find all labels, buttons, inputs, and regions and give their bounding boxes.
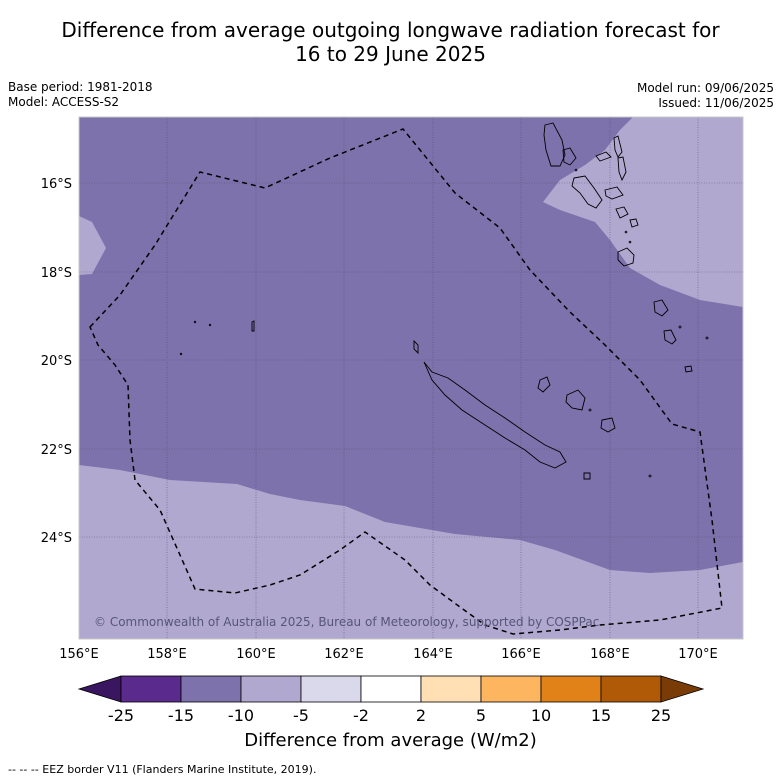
colorbar <box>77 675 705 703</box>
lat-label-22s: 22°S <box>41 443 72 458</box>
chesterfield-islet <box>193 320 197 324</box>
colorbar-bin-2 <box>180 675 242 703</box>
colorbar-label-8: 10 <box>531 706 551 725</box>
eez-footnote: -- -- -- EEZ border V11 (Flanders Marine… <box>8 763 317 776</box>
anomaly-field-northeast <box>543 117 743 307</box>
map-layers: © Commonwealth of Australia 2025, Bureau… <box>79 117 743 639</box>
aniwa-islet <box>705 336 709 340</box>
anomaly-field-south <box>79 465 743 639</box>
colorbar-bin-3 <box>240 675 302 703</box>
lon-label-156e: 156°E <box>59 647 99 662</box>
futuna-islet <box>678 325 682 329</box>
espiritu-santo-island <box>543 122 566 167</box>
vanuatu-islet-3 <box>574 168 578 172</box>
colorbar-label-7: 5 <box>476 706 486 725</box>
shepherd-islands <box>629 218 639 228</box>
new-caledonia-island <box>423 361 567 469</box>
aneityum-island <box>684 365 693 373</box>
colorbar-bin-6 <box>420 675 482 703</box>
lat-label-20s: 20°S <box>41 354 72 369</box>
map-frame <box>78 116 744 640</box>
base-period: Base period: 1981-2018 <box>8 80 153 94</box>
tanna-island <box>663 329 677 345</box>
chesterfield-reef <box>251 320 255 332</box>
colorbar-label-10: 25 <box>651 706 671 725</box>
colorbar-labels: -25 -15 -10 -5 -2 2 5 10 15 25 <box>108 706 671 725</box>
tiga-island <box>588 408 592 412</box>
meta-left: Base period: 1981-2018 Model: ACCESS-S2 <box>8 80 153 110</box>
malo-island <box>562 147 577 166</box>
colorbar-extend-high <box>660 675 705 703</box>
anomaly-field-west <box>79 216 106 275</box>
ambae-island <box>595 151 612 162</box>
colorbar-bin-8 <box>540 675 602 703</box>
colorbar-label-1: -25 <box>108 706 134 725</box>
belep-island <box>413 339 419 355</box>
meta-right: Model run: 09/06/2025 Issued: 11/06/2025 <box>637 81 774 111</box>
colorbar-label-9: 15 <box>591 706 611 725</box>
lifou-island <box>565 389 586 411</box>
colorbar-bin-4 <box>300 675 362 703</box>
lon-label-166e: 166°E <box>501 647 541 662</box>
epi-island <box>615 206 629 219</box>
eez-border <box>89 128 723 635</box>
ouvea-island <box>537 376 551 393</box>
graticule <box>79 117 743 639</box>
ile-des-pins <box>583 472 591 480</box>
colorbar-extend-low <box>77 675 122 703</box>
longitude-labels: 156°E 158°E 160°E 162°E 164°E 166°E 168°… <box>59 647 718 662</box>
lon-label-160e: 160°E <box>236 647 276 662</box>
colorbar-label-3: -10 <box>228 706 254 725</box>
colorbar-label-2: -15 <box>168 706 194 725</box>
lon-label-162e: 162°E <box>324 647 364 662</box>
latitude-labels: 16°S 18°S 20°S 22°S 24°S <box>41 177 72 546</box>
lon-label-158e: 158°E <box>147 647 187 662</box>
lat-label-18s: 18°S <box>41 266 72 281</box>
lat-label-24s: 24°S <box>41 531 72 546</box>
issued-date: Issued: 11/06/2025 <box>658 96 774 110</box>
map-title: Difference from average outgoing longwav… <box>0 18 781 66</box>
mare-island <box>600 417 616 433</box>
model-name: Model: ACCESS-S2 <box>8 95 120 109</box>
erromango-island <box>653 299 669 317</box>
colorbar-bin-9 <box>600 675 662 703</box>
model-run: Model run: 09/06/2025 <box>636 81 774 95</box>
pentecost-island <box>617 156 627 182</box>
colorbar-bin-5 <box>360 675 422 703</box>
colorbar-bin-1 <box>120 675 182 703</box>
bellona-islet <box>179 352 183 356</box>
malakula-island <box>571 175 603 209</box>
title-line-2: 16 to 29 June 2025 <box>295 42 486 66</box>
colorbar-label-5: -2 <box>353 706 369 725</box>
chesterfield-islet-2 <box>208 323 212 327</box>
colorbar-bin-7 <box>480 675 542 703</box>
copyright-notice: © Commonwealth of Australia 2025, Bureau… <box>94 615 599 629</box>
title-line-1: Difference from average outgoing longwav… <box>61 18 720 42</box>
vanuatu-islet-1 <box>624 230 628 234</box>
lon-label-170e: 170°E <box>678 647 718 662</box>
lon-label-164e: 164°E <box>413 647 453 662</box>
maewo-island <box>613 135 623 158</box>
vanuatu-islet-2 <box>628 240 632 244</box>
walpole-island <box>648 474 652 478</box>
colorbar-title: Difference from average (W/m2) <box>244 730 537 751</box>
ambrym-island <box>604 186 624 200</box>
lon-label-168e: 168°E <box>590 647 630 662</box>
lat-label-16s: 16°S <box>41 177 72 192</box>
colorbar-label-6: 2 <box>416 706 426 725</box>
efate-island <box>617 247 635 267</box>
colorbar-label-4: -5 <box>293 706 309 725</box>
